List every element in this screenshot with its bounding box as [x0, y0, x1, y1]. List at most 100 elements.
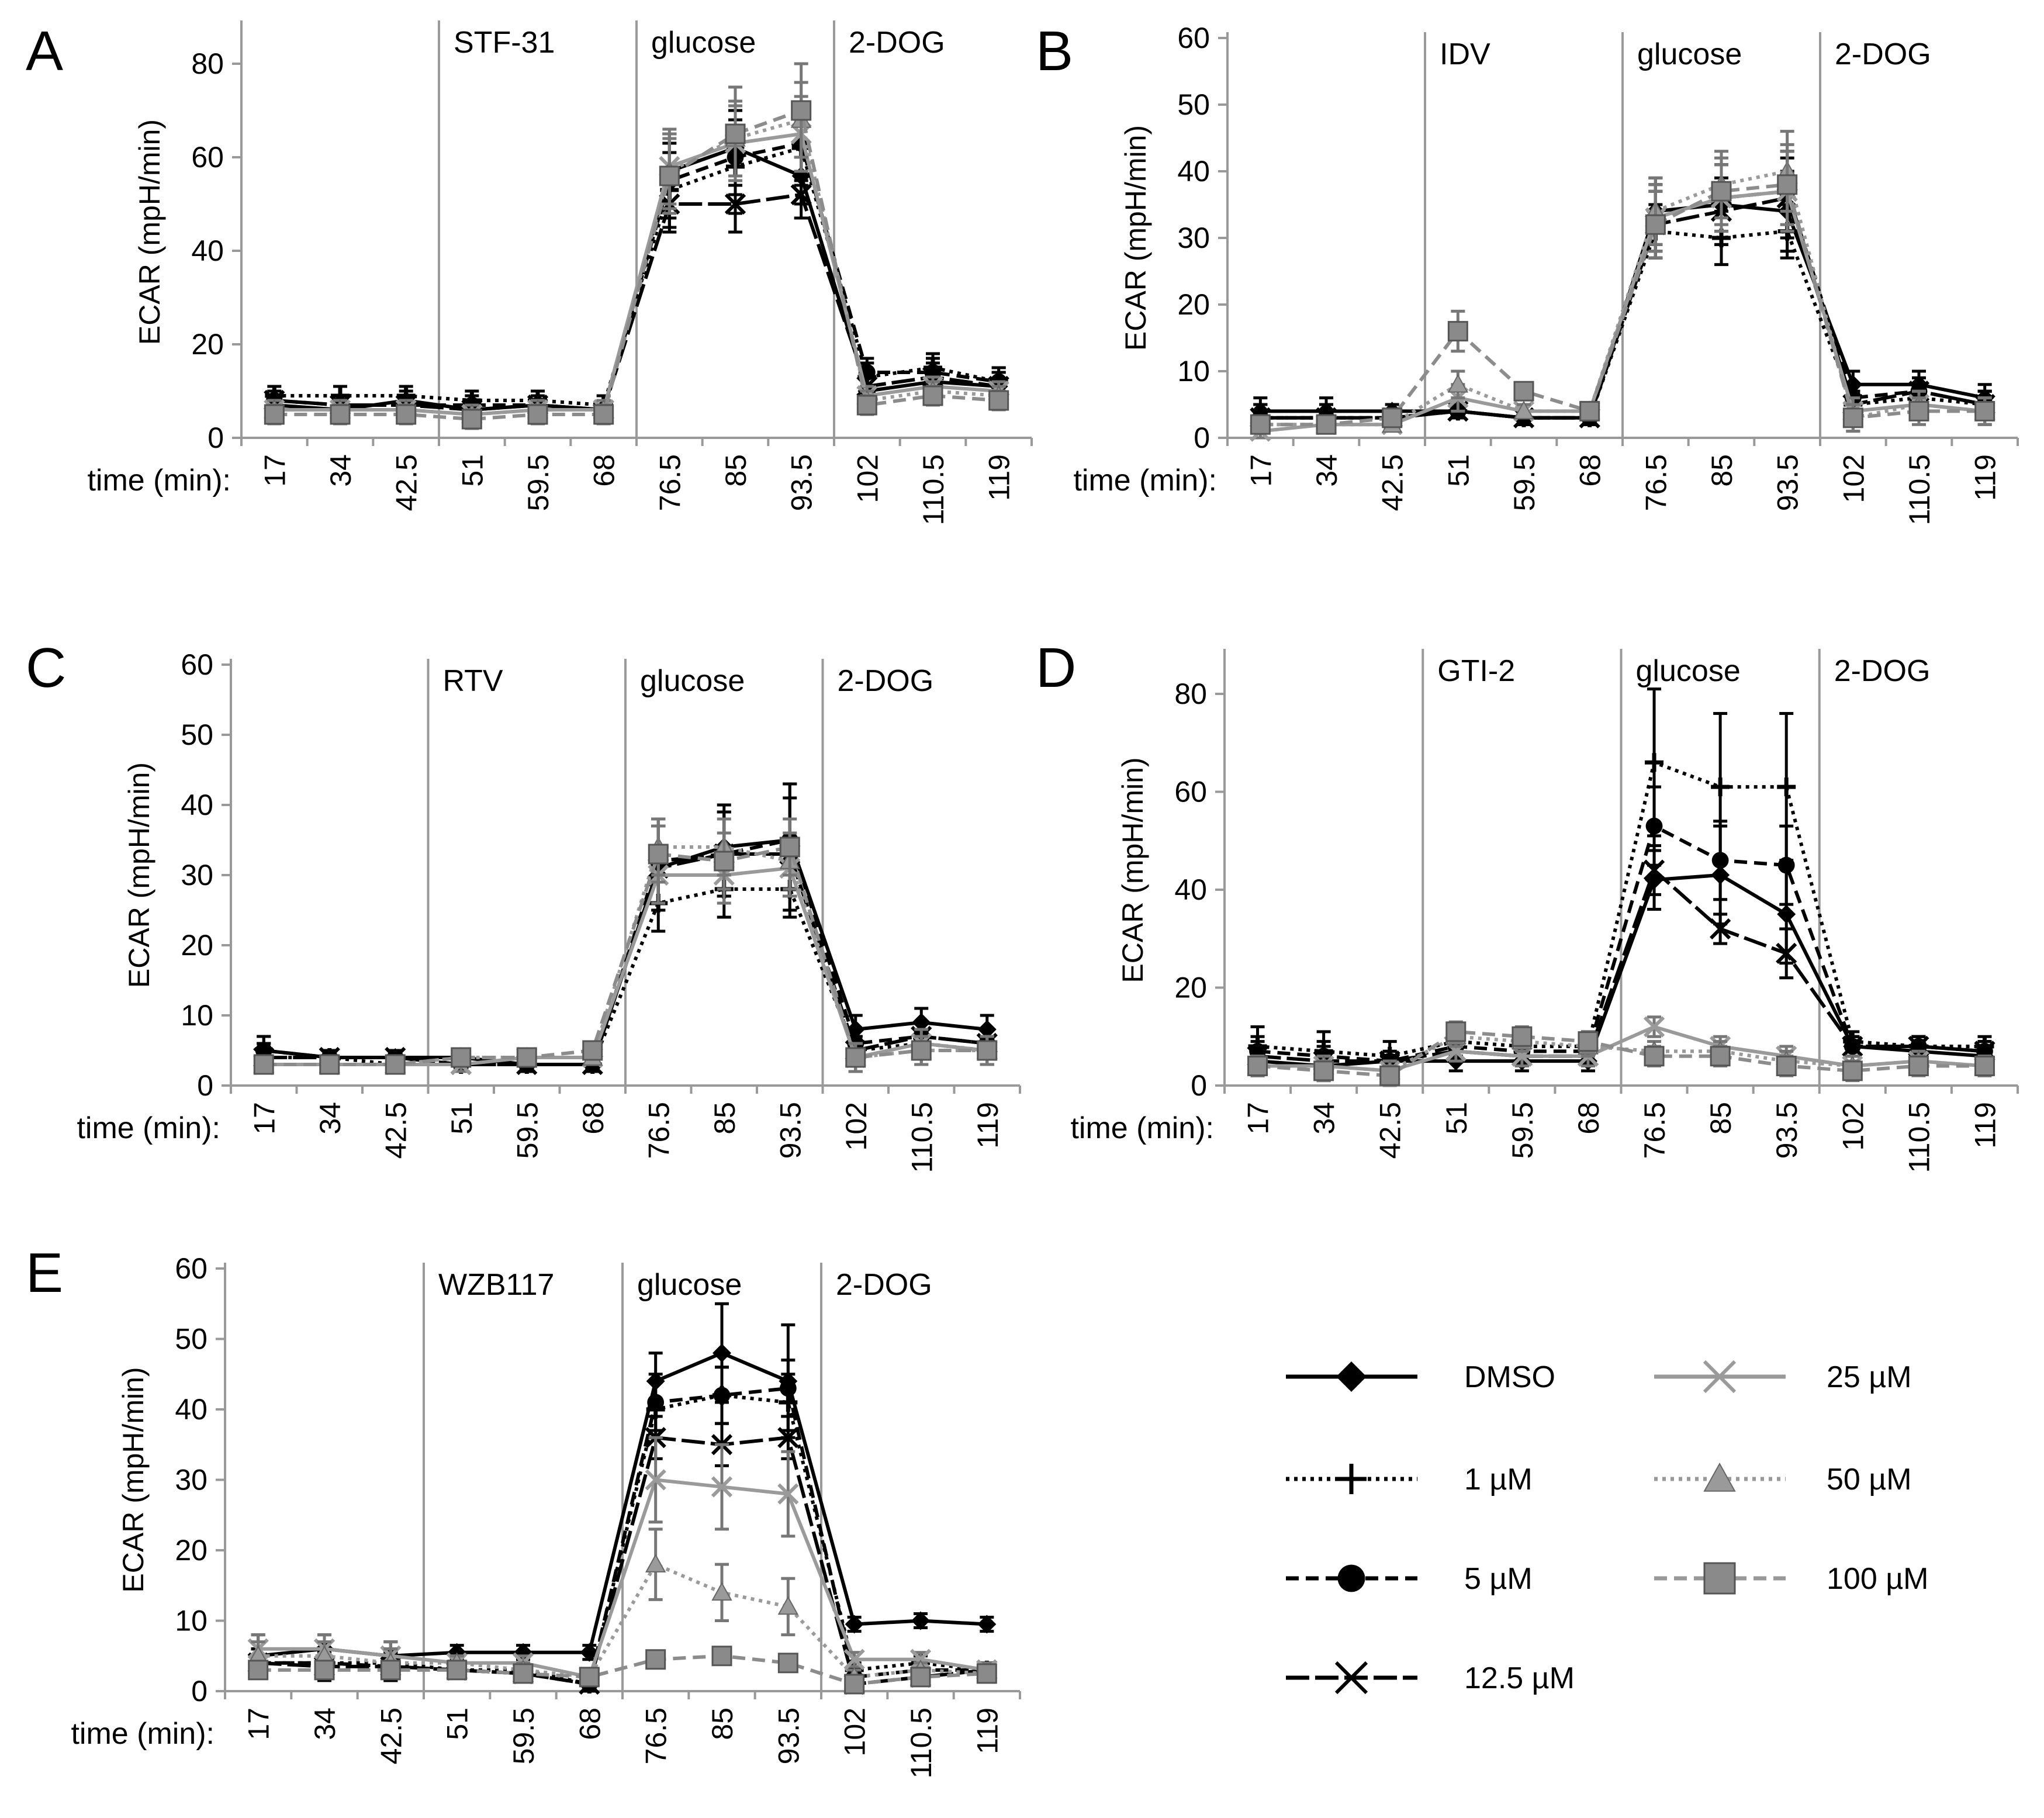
panel-letter-c: C	[26, 637, 66, 699]
y-tick-label: 20	[181, 929, 213, 962]
series-d-6	[1247, 1020, 1995, 1087]
x-tick-label: 59.5	[522, 454, 555, 511]
data-point	[1777, 174, 1798, 195]
x-tick-label: 51	[456, 454, 489, 487]
y-tick-label: 60	[175, 1252, 207, 1285]
x-tick-label: 119	[983, 454, 1016, 501]
x-tick-label: 59.5	[507, 1708, 540, 1764]
phase-label-e: glucose	[637, 1268, 742, 1302]
x-tick-label: 34	[324, 454, 357, 487]
legend-item-6: 100 µM	[1654, 1562, 1928, 1596]
data-point	[645, 1649, 666, 1670]
y-tick-label: 30	[175, 1464, 207, 1496]
x-tick-label: 17	[1242, 1102, 1275, 1135]
time-axis-label: time (min):	[1073, 464, 1217, 497]
data-point	[1316, 414, 1337, 435]
x-tick-label: 68	[1574, 454, 1607, 487]
series-c-6	[253, 817, 998, 1075]
data-point	[856, 395, 877, 416]
series-line	[1260, 182, 1985, 427]
series-line	[258, 1436, 987, 1686]
x-tick-label: 17	[258, 454, 291, 487]
y-tick-label: 80	[1174, 678, 1207, 710]
x-tick-label: 68	[573, 1708, 606, 1740]
data-point	[844, 1674, 865, 1695]
legend-marker	[1703, 1360, 1737, 1394]
series-line	[258, 1478, 987, 1679]
series-b-6	[1250, 143, 1995, 435]
data-point	[264, 404, 285, 425]
x-tick-label: 93.5	[774, 1102, 807, 1159]
data-point	[779, 837, 800, 858]
x-tick-label: 93.5	[1770, 1102, 1803, 1159]
x-tick-label: 93.5	[786, 454, 818, 511]
data-point	[1645, 214, 1666, 235]
data-point	[579, 1667, 600, 1688]
legend-marker	[1336, 1361, 1367, 1392]
data-point	[1382, 407, 1403, 428]
data-point	[1512, 1026, 1533, 1047]
legend-item-3: 12.5 µM	[1286, 1661, 1575, 1695]
y-tick-label: 30	[1177, 222, 1210, 254]
phase-label-b: 2-DOG	[1835, 37, 1931, 71]
x-tick-label: 102	[851, 454, 884, 503]
y-tick-label: 0	[191, 1675, 207, 1708]
legend-marker	[1336, 1464, 1367, 1494]
x-tick-label: 42.5	[390, 454, 423, 511]
data-point	[1247, 1056, 1268, 1076]
data-point	[1250, 414, 1271, 435]
y-axis-label: ECAR (mpH/min)	[133, 119, 166, 345]
series-line	[264, 845, 987, 1066]
data-point	[1711, 852, 1729, 869]
x-tick-label: 68	[577, 1102, 610, 1135]
x-tick-label: 34	[1310, 454, 1343, 487]
panel-e: E WZB117 glucose 2-DOG 0 10 20 30 40 50 60 ECAR (mp…	[26, 1242, 1021, 1778]
x-tick-label: 102	[839, 1708, 871, 1756]
data-point	[1645, 753, 1664, 772]
data-point	[451, 1047, 472, 1068]
data-point	[1643, 859, 1665, 881]
data-point	[385, 1054, 406, 1075]
data-point	[647, 1394, 665, 1411]
data-point	[777, 1427, 799, 1449]
data-point	[711, 1476, 733, 1498]
x-tick-label: 76.5	[640, 1708, 673, 1764]
data-point	[330, 404, 351, 425]
data-point	[843, 1648, 865, 1670]
data-point	[248, 1660, 269, 1681]
data-point	[1313, 1060, 1334, 1081]
legend-label: 5 µM	[1464, 1562, 1533, 1596]
data-point	[777, 1653, 798, 1674]
y-tick-label: 40	[191, 234, 224, 267]
phase-label-e: 2-DOG	[836, 1268, 932, 1302]
data-point	[1842, 407, 1863, 428]
y-tick-label: 60	[191, 141, 224, 174]
data-point	[845, 1615, 864, 1634]
x-tick-label: 85	[706, 1708, 739, 1740]
x-tick-label: 51	[1440, 1102, 1473, 1135]
panel-c: C RTV glucose 2-DOG 0 10 20 30 40 50 60 ECAR (mpH/m…	[26, 637, 1021, 1173]
y-tick-label: 50	[175, 1323, 207, 1356]
x-tick-label: 85	[708, 1102, 741, 1135]
y-tick-label: 60	[181, 648, 213, 681]
data-point	[779, 1380, 797, 1397]
x-tick-label: 68	[1572, 1102, 1605, 1135]
x-tick-label: 85	[1706, 454, 1738, 487]
phase-label-d: glucose	[1636, 654, 1741, 688]
data-point	[1513, 400, 1534, 420]
data-point	[713, 1343, 731, 1363]
x-tick-label: 68	[588, 454, 621, 487]
y-tick-label: 20	[175, 1534, 207, 1567]
legend-marker	[1334, 1661, 1368, 1695]
data-point	[1776, 942, 1797, 965]
data-point	[988, 390, 1009, 411]
data-point	[713, 1387, 731, 1404]
legend: DMSO 1 µM 5 µM 12.5 µM 25 µM 50 µM 100 µM	[1286, 1360, 1928, 1695]
data-point	[1447, 374, 1469, 393]
data-point	[724, 193, 746, 215]
data-point	[593, 404, 614, 425]
x-tick-label: 51	[445, 1102, 478, 1135]
x-tick-label: 76.5	[642, 1102, 675, 1159]
data-point	[1645, 817, 1663, 835]
